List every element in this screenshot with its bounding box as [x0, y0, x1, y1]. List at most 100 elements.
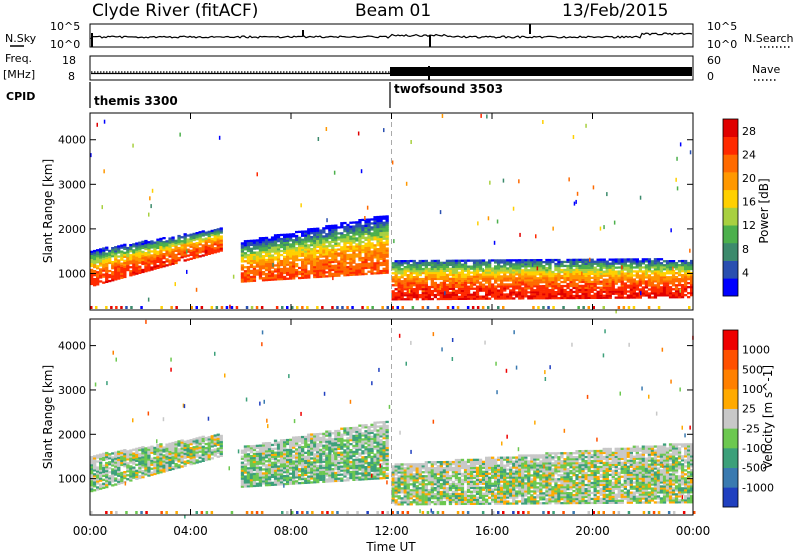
- power-echo-cell: [346, 253, 350, 257]
- power-echo-cell: [581, 271, 583, 276]
- power-echo-cell: [292, 269, 296, 272]
- power-echo-cell: [629, 290, 633, 293]
- velocity-echo-cell: [279, 461, 284, 464]
- power-echo-cell: [153, 249, 157, 252]
- power-echo-cell: [506, 259, 510, 262]
- power-echo-cell: [412, 270, 416, 273]
- power-echo-cell: [460, 297, 465, 300]
- power-echo-cell: [264, 246, 269, 250]
- power-echo-cell: [376, 268, 380, 271]
- power-echo-cell: [584, 274, 588, 277]
- power-echo-cell: [114, 246, 118, 249]
- velocity-echo-cell: [216, 455, 220, 458]
- power-echo-cell: [325, 127, 328, 131]
- velocity-echo-cell: [304, 465, 308, 468]
- power-echo-cell: [650, 282, 655, 285]
- power-echo-cell: [590, 282, 594, 285]
- power-echo-cell: [108, 273, 112, 277]
- power-echo-cell: [415, 269, 419, 273]
- power-echo-cell: [569, 270, 573, 274]
- power-echo-cell: [659, 274, 664, 277]
- power-echo-cell: [273, 256, 278, 259]
- power-echo-cell: [355, 229, 359, 232]
- power-echo-cell: [552, 306, 555, 309]
- power-echo-cell: [316, 231, 320, 234]
- power-echo-cell: [403, 274, 407, 277]
- power-echo-cell: [445, 287, 450, 291]
- power-echo-cell: [270, 276, 275, 279]
- power-echo-cell: [141, 242, 145, 246]
- power-echo-cell: [126, 248, 130, 252]
- power-echo-cell: [653, 262, 658, 265]
- power-echo-cell: [557, 293, 561, 296]
- power-echo-cell: [174, 243, 178, 246]
- power-echo-cell: [204, 247, 208, 250]
- velocity-echo-cell: [240, 477, 245, 480]
- velocity-echo-cell: [304, 467, 308, 470]
- power-echo-cell: [352, 227, 356, 230]
- velocity-echo-cell: [319, 474, 323, 478]
- power-echo-cell: [123, 271, 127, 275]
- power-echo-cell: [370, 256, 374, 259]
- power-echo-cell: [147, 245, 151, 248]
- power-echo-cell: [385, 229, 389, 232]
- velocity-echo-cell: [168, 448, 172, 451]
- velocity-echo-cell: [192, 450, 196, 453]
- power-echo-cell: [572, 264, 576, 268]
- power-echo-cell: [611, 288, 615, 291]
- velocity-echo-cell: [144, 469, 148, 472]
- velocity-echo-cell: [255, 460, 260, 463]
- power-echo-cell: [301, 238, 305, 241]
- power-echo-cell: [620, 292, 624, 295]
- velocity-echo-cell: [162, 464, 166, 467]
- velocity-echo-cell: [246, 445, 251, 448]
- velocity-echo-cell: [171, 455, 175, 459]
- power-echo-cell: [427, 275, 431, 279]
- velocity-echo-cell: [310, 473, 314, 476]
- power-echo-cell: [252, 267, 257, 270]
- power-echo-cell: [123, 243, 127, 246]
- power-echo-cell: [298, 252, 302, 256]
- velocity-echo-cell: [246, 477, 251, 480]
- power-echo-cell: [415, 273, 419, 277]
- power-echo-cell: [322, 245, 326, 248]
- power-echo-cell: [454, 261, 459, 264]
- power-echo-cell: [349, 221, 353, 224]
- power-echo-cell: [524, 275, 528, 278]
- power-echo-cell: [671, 272, 676, 275]
- power-echo-cell: [542, 120, 544, 124]
- velocity-echo-cell: [165, 455, 169, 458]
- power-echo-cell: [207, 244, 211, 247]
- power-echo-cell: [539, 269, 543, 272]
- power-echo-cell: [292, 233, 296, 236]
- power-echo-cell: [129, 258, 133, 261]
- power-echo-cell: [219, 247, 223, 250]
- power-echo-cell: [647, 292, 652, 295]
- velocity-echo-cell: [156, 467, 160, 471]
- velocity-echo-cell: [165, 451, 169, 454]
- power-echo-cell: [298, 246, 302, 250]
- velocity-echo-cell: [150, 449, 154, 452]
- power-echo-cell: [168, 249, 172, 252]
- velocity-echo-cell: [304, 441, 308, 444]
- power-echo-cell: [503, 285, 507, 288]
- power-echo-cell: [174, 257, 178, 261]
- power-echo-cell: [662, 266, 667, 269]
- velocity-echo-cell: [264, 448, 269, 451]
- power-echo-cell: [295, 251, 299, 254]
- power-echo-cell: [506, 267, 510, 270]
- power-echo-cell: [286, 261, 290, 264]
- velocity-echo-cell: [249, 475, 254, 478]
- power-echo-cell: [135, 248, 139, 251]
- power-echo-cell: [518, 267, 522, 270]
- power-echo-cell: [358, 227, 362, 230]
- velocity-echo-cell: [192, 442, 196, 445]
- velocity-echo-cell: [340, 469, 344, 472]
- power-echo-cell: [581, 266, 585, 269]
- power-echo-cell: [687, 286, 691, 289]
- power-echo-cell: [325, 233, 329, 236]
- power-echo-cell: [298, 248, 302, 252]
- power-echo-cell: [358, 223, 362, 226]
- power-echo-cell: [279, 249, 284, 253]
- power-echo-cell: [457, 283, 462, 286]
